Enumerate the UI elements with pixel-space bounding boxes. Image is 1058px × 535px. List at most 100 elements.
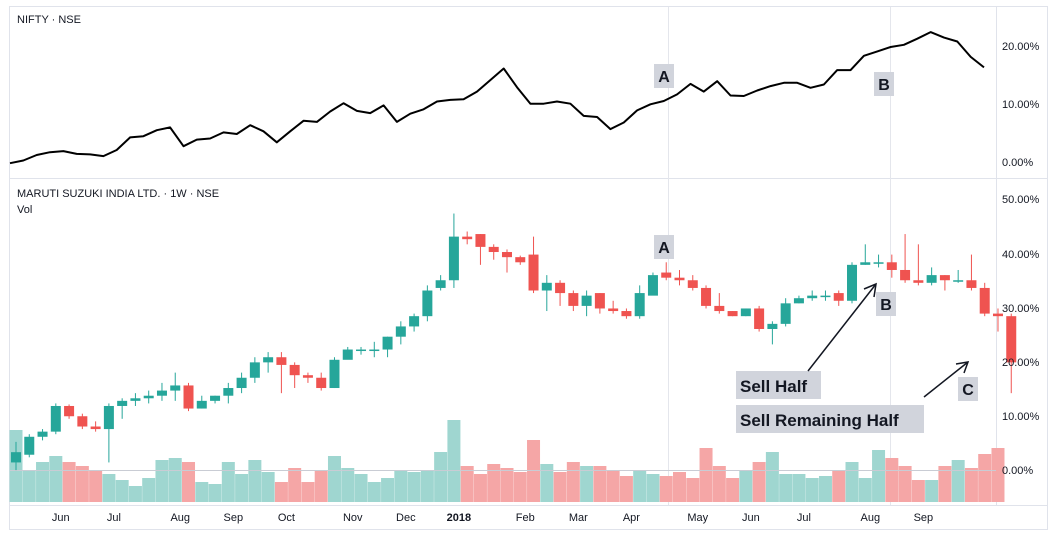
volume-label: Vol — [17, 204, 32, 216]
candle-body — [475, 234, 486, 247]
maruti-title: MARUTI SUZUKI INDIA LTD. · 1W · NSE — [17, 188, 219, 200]
volume-bar — [248, 460, 262, 502]
volume-bar — [89, 470, 103, 502]
candle-body — [687, 280, 698, 288]
volume-bar — [619, 476, 633, 502]
candle-body — [90, 426, 101, 430]
marker-a-bottom-box — [654, 235, 674, 259]
maruti-y-tick: 20.00% — [1002, 357, 1040, 369]
volume-bar — [659, 476, 673, 502]
x-axis-label: Aug — [170, 512, 190, 524]
candle-body — [793, 298, 804, 304]
candle-body — [886, 262, 897, 270]
volume-bar — [580, 466, 594, 502]
volume-bar — [128, 486, 142, 502]
candle-body — [210, 395, 221, 401]
x-axis-label: Mar — [569, 512, 588, 524]
volume-bar — [991, 448, 1005, 502]
marker-b-bottom-box — [876, 292, 896, 316]
candle-body — [966, 280, 977, 288]
candle-body — [568, 293, 579, 306]
volume-bar — [699, 448, 713, 502]
candle-body — [356, 349, 367, 352]
x-axis-label: 2018 — [447, 512, 471, 524]
volume-bar — [49, 456, 63, 502]
candle-body — [528, 254, 539, 291]
sell-remaining-arrowhead — [955, 361, 970, 374]
volume-bar — [473, 474, 487, 502]
candle-body — [820, 295, 831, 298]
volume-bar — [513, 472, 527, 502]
volume-bar — [155, 460, 169, 502]
candle-body — [422, 290, 433, 317]
candle-body — [621, 311, 632, 317]
candle-body — [276, 357, 287, 365]
x-axis-label: Jun — [52, 512, 70, 524]
volume-bar — [951, 460, 965, 502]
marker-c-box — [958, 377, 978, 401]
marker-a-bottom: A — [658, 240, 670, 257]
nifty-title: NIFTY · NSE — [17, 14, 81, 26]
sell-half-arrowhead — [863, 282, 877, 298]
x-axis-label: Jul — [797, 512, 811, 524]
candle-body — [807, 295, 818, 299]
candle-body — [979, 287, 990, 314]
candle-body — [342, 349, 353, 360]
candle-body — [103, 405, 114, 430]
sell-remaining-arrow — [923, 361, 969, 398]
candle-body — [501, 252, 512, 258]
nifty-y-tick: 10.00% — [1002, 99, 1040, 111]
candle-body — [329, 359, 340, 389]
volume-bar — [487, 464, 501, 502]
candle-body — [860, 262, 871, 265]
volume-bar — [36, 462, 50, 502]
volume-bar — [845, 462, 859, 502]
maruti-y-tick: 30.00% — [1002, 303, 1040, 315]
candle-body — [767, 323, 778, 329]
volume-bar — [978, 454, 992, 502]
volume-bar — [354, 474, 368, 502]
maruti-y-tick: 50.00% — [1002, 194, 1040, 206]
nifty-y-tick: 20.00% — [1002, 41, 1040, 53]
volume-bar — [182, 462, 196, 502]
candle-body — [581, 295, 592, 306]
volume-bar — [195, 482, 209, 502]
nifty-y-tick: 0.00% — [1002, 157, 1033, 169]
candle-body — [555, 282, 566, 294]
candle-body — [515, 257, 526, 263]
candle-body — [435, 280, 446, 288]
candle-body — [913, 280, 924, 283]
volume-bar — [792, 474, 806, 502]
volume-bar — [633, 470, 647, 502]
volume-bar — [686, 478, 700, 502]
marker-c: C — [962, 382, 974, 399]
volume-bar — [872, 450, 886, 502]
candle-body — [594, 293, 605, 309]
volume-bar — [646, 474, 660, 502]
candle-body — [647, 275, 658, 296]
candle-body — [992, 313, 1003, 317]
volume-bar — [407, 472, 421, 502]
marker-b-bottom: B — [880, 297, 892, 314]
x-axis-label: Jun — [742, 512, 760, 524]
volume-bar — [832, 470, 846, 502]
candle-body — [541, 282, 552, 291]
candle-body — [873, 262, 884, 264]
volume-bar — [805, 478, 819, 502]
candle-body — [382, 336, 393, 350]
candle-body — [754, 308, 765, 329]
x-axis-label: Jul — [107, 512, 121, 524]
candle-body — [488, 246, 499, 253]
maruti-y-tick: 10.00% — [1002, 411, 1040, 423]
candle-body — [714, 305, 725, 312]
axis-labels: 20.00% 10.00% 0.00% 50.00% 40.00% 30.00% 20.00… — [52, 41, 1040, 524]
candle-body — [170, 385, 181, 391]
x-axis-label: Nov — [343, 512, 363, 524]
candlesticks — [11, 213, 1017, 471]
candle-body — [236, 377, 247, 389]
volume-bar — [115, 480, 129, 502]
volume-bar — [885, 458, 899, 502]
candle-body — [608, 308, 619, 312]
volume-bar — [381, 478, 395, 502]
